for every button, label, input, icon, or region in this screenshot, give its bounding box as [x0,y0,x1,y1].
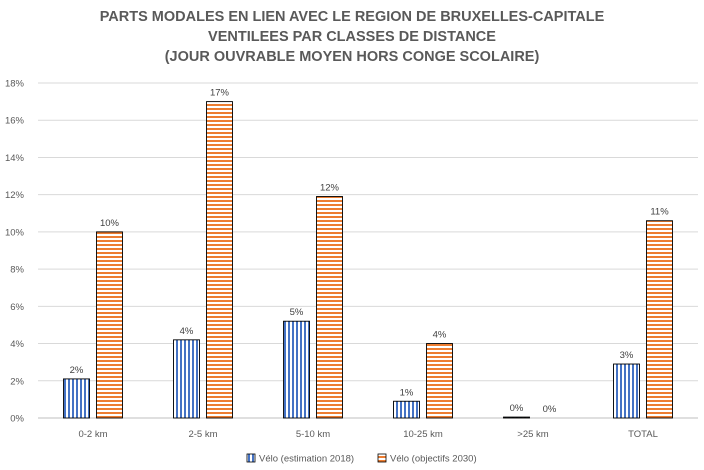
x-category-label: 10-25 km [403,429,443,440]
data-label-series-2: 0% [543,404,557,415]
bar-series-2 [96,231,123,419]
data-label-series-1: 0% [510,403,524,414]
legend-swatch-series-1 [246,453,256,463]
x-category-label: 2-5 km [188,429,217,440]
y-tick-label: 0% [10,414,24,425]
data-label-series-1: 4% [180,326,194,337]
data-labels: 2% 10% 4% 17% 5% 12% 1% 4% 0% 0% 3% 11% [70,88,670,415]
y-tick-label: 16% [5,116,25,127]
gridlines [38,82,698,419]
y-tick-label: 2% [10,376,24,387]
bar-series-2 [426,343,453,419]
chart-title-line-2: VENTILEES PAR CLASSES DE DISTANCE [208,29,496,45]
bar-series-2 [206,101,233,419]
legend-swatch-series-2 [377,453,387,463]
data-label-series-1: 1% [400,387,414,398]
data-label-series-2: 4% [433,330,447,341]
y-axis-tick-labels: 0% 2% 4% 6% 8% 10% 12% 14% 16% 18% [5,79,25,425]
y-tick-label: 8% [10,265,24,276]
x-category-label: >25 km [517,429,549,440]
data-label-series-1: 5% [290,307,304,318]
x-category-label: 0-2 km [78,429,107,440]
y-tick-label: 14% [5,153,25,164]
x-category-label: 5-10 km [296,429,330,440]
chart-title-line-3: (JOUR OUVRABLE MOYEN HORS CONGE SCOLAIRE… [165,49,540,65]
bar-series-2 [646,220,673,419]
chart-title: PARTS MODALES EN LIEN AVEC LE REGION DE … [100,9,605,65]
y-tick-label: 4% [10,339,24,350]
data-label-series-2: 11% [650,207,669,218]
data-label-series-1: 3% [620,350,634,361]
data-label-series-2: 10% [100,218,120,229]
legend-label-series-2: Vélo (objectifs 2030) [390,454,477,465]
bar-series-1 [503,416,530,419]
bar-series-1 [393,400,420,419]
x-axis-category-labels: 0-2 km 2-5 km 5-10 km 10-25 km >25 km TOTAL [78,429,657,440]
bar-series-1 [63,378,90,419]
chart-title-line-1: PARTS MODALES EN LIEN AVEC LE REGION DE … [100,9,605,25]
data-label-series-2: 12% [320,183,340,194]
bar-series-1 [283,320,310,419]
data-label-series-2: 17% [210,88,230,99]
data-label-series-1: 2% [70,365,84,376]
y-tick-label: 10% [5,227,25,238]
legend-label-series-1: Vélo (estimation 2018) [259,454,354,465]
x-category-label: TOTAL [628,429,658,440]
y-tick-label: 12% [5,190,25,201]
bar-series-2 [316,196,343,419]
y-tick-label: 18% [5,79,25,90]
bar-series-1 [613,363,640,419]
y-tick-label: 6% [10,302,24,313]
legend: Vélo (estimation 2018) Vélo (objectifs 2… [246,453,477,465]
bar-series-1 [173,339,200,419]
bars [63,101,673,419]
